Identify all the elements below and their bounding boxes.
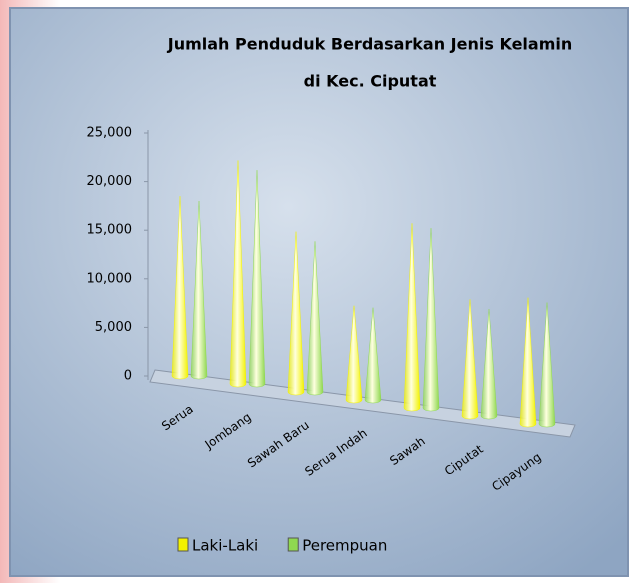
cone <box>538 302 556 428</box>
cone <box>480 309 498 420</box>
cone <box>461 299 479 420</box>
y-tick-label: 15,000 <box>87 223 133 238</box>
cone <box>519 297 537 428</box>
y-tick-label: 20,000 <box>87 174 133 189</box>
chart-title: Jumlah Penduduk Berdasarkan Jenis Kelami… <box>167 35 573 54</box>
cone <box>422 228 440 412</box>
legend-label: Perempuan <box>302 537 387 555</box>
cone <box>190 201 208 380</box>
y-tick-label: 25,000 <box>87 126 133 141</box>
cone <box>229 160 247 388</box>
cone <box>171 196 189 380</box>
legend-swatch <box>177 537 189 552</box>
legend-swatch <box>287 537 299 552</box>
chart-area <box>9 7 629 577</box>
cone <box>403 223 421 412</box>
legend-label: Laki-Laki <box>192 537 258 555</box>
cone <box>364 307 382 404</box>
chart-title: di Kec. Ciputat <box>304 72 437 91</box>
y-tick-label: 5,000 <box>95 320 132 335</box>
cone <box>306 241 324 396</box>
y-tick-label: 10,000 <box>87 271 133 286</box>
cone <box>287 231 305 396</box>
cone <box>248 170 266 388</box>
cone <box>345 305 363 404</box>
y-tick-label: 0 <box>124 369 132 384</box>
